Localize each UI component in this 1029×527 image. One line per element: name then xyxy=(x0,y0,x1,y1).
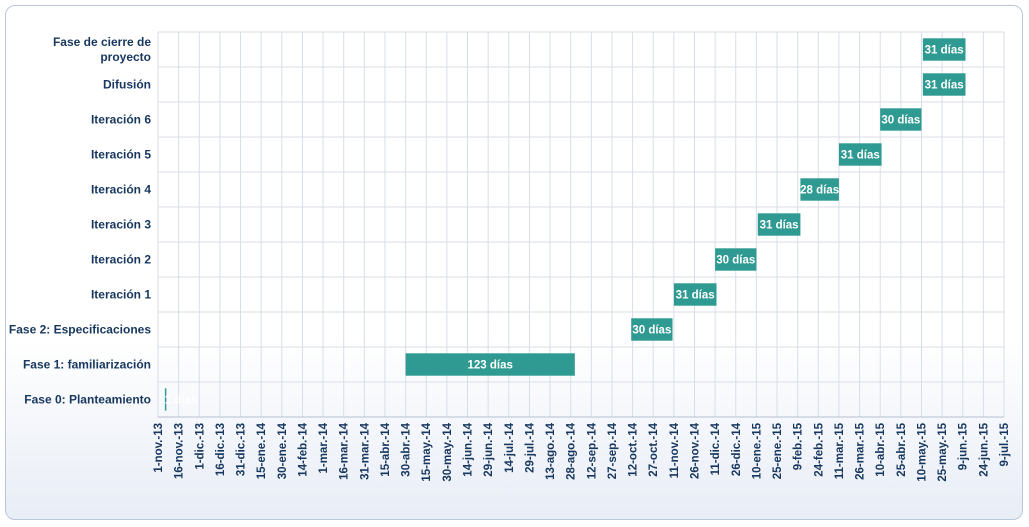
category-labels: Fase de cierre de proyecto Difusión Iteraci… xyxy=(9,35,151,407)
category-label: Iteración 2 xyxy=(91,253,151,267)
gantt-bar xyxy=(164,388,167,411)
category-label: Iteración 6 xyxy=(91,113,151,127)
gantt-bar xyxy=(880,108,922,131)
category-label-line: proyecto xyxy=(100,50,151,64)
gantt-bar xyxy=(631,318,673,341)
bar-data-label: 28 días xyxy=(800,185,839,197)
x-tick-label: 10-ene.-15 xyxy=(751,422,763,479)
grid xyxy=(157,31,1005,418)
x-tick-label: 31-mar.-14 xyxy=(359,422,371,480)
category-label: Difusión xyxy=(103,78,151,92)
category-label-line: Fase 2: Especificaciones xyxy=(9,323,151,337)
bars: 31 días 31 días 30 días 31 días 28 días 31 dí… xyxy=(164,38,966,411)
x-tick-label: 28-ago.-14 xyxy=(566,422,578,479)
x-tick-label: 27-sep.-14 xyxy=(607,422,619,479)
gantt-bar xyxy=(757,213,801,236)
bar-data-label: 31 días xyxy=(676,290,715,302)
x-tick-label: 29-jul.-14 xyxy=(524,422,536,472)
x-tick-label: 26-dic.-14 xyxy=(731,422,743,476)
category-label-line: Iteración 3 xyxy=(91,218,151,232)
category-label-line: Fase 0: Planteamiento xyxy=(24,393,151,407)
x-tick-label: 30-may.-14 xyxy=(442,422,454,481)
x-tick-label: 16-nov.-13 xyxy=(174,423,186,479)
category-label-line: Iteración 5 xyxy=(91,148,151,162)
x-tick-label: 1-nov.-13 xyxy=(153,423,165,473)
x-tick-label: 1-dic.-13 xyxy=(194,423,206,470)
x-tick-label: 26-mar.-15 xyxy=(855,422,867,480)
x-tick-label: 30-abr.-14 xyxy=(401,422,413,476)
x-tick-label: 9-feb.-15 xyxy=(793,422,805,470)
x-tick-label: 10-may.-15 xyxy=(916,422,928,481)
x-tick-label: 14-jun.-14 xyxy=(463,422,475,476)
bar-data-label: 30 días xyxy=(716,255,755,267)
category-label-line: Iteración 1 xyxy=(91,288,151,302)
x-tick-label: 16-mar.-14 xyxy=(339,422,351,480)
x-tick-label: 14-jul.-14 xyxy=(504,422,516,472)
x-tick-label: 24-jun.-15 xyxy=(978,422,990,476)
x-tick-label: 10-abr.-15 xyxy=(875,422,887,476)
gantt-bar xyxy=(922,38,966,61)
bar-data-label: 31 días xyxy=(925,45,964,57)
x-tick-label: 11-dic.-14 xyxy=(710,422,722,475)
gantt-bar xyxy=(673,283,717,306)
x-tick-label: 13-ago.-14 xyxy=(545,422,557,479)
gantt-bar xyxy=(838,143,882,166)
x-tick-label: 31-dic.-13 xyxy=(236,423,248,476)
x-tick-label: 14-feb.-14 xyxy=(297,422,309,476)
category-label: Fase de cierre de proyecto xyxy=(53,35,151,64)
x-tick-label: 9-jul.-15 xyxy=(999,422,1011,466)
category-label-line: Iteración 4 xyxy=(91,183,151,197)
category-label-line: Iteración 6 xyxy=(91,113,151,127)
x-tick-label: 9-jun.-15 xyxy=(958,422,970,470)
bar-data-label: 31 días xyxy=(925,80,964,92)
x-tick-label: 30-ene.-14 xyxy=(277,422,289,479)
bar-data-label: 30 días xyxy=(632,325,671,337)
x-tick-label: 24-feb.-15 xyxy=(813,422,825,476)
category-label-line: Fase 1: familiarización xyxy=(23,358,151,372)
x-tick-label: 25-ene.-15 xyxy=(772,422,784,479)
x-tick-label: 27-oct.-14 xyxy=(648,422,660,476)
x-tick-label: 15-ene.-14 xyxy=(256,422,268,479)
gantt-bar xyxy=(922,73,966,96)
x-tick-labels: 1-nov.-13 16-nov.-13 1-dic.-13 16-dic.-13 31… xyxy=(153,422,1011,481)
x-tick-label: 16-dic.-13 xyxy=(215,423,227,476)
x-tick-label: 26-nov.-14 xyxy=(689,422,701,479)
bar-data-label: 31 días xyxy=(841,150,880,162)
category-label: Fase 1: familiarización xyxy=(23,358,151,372)
gantt-bar xyxy=(800,178,839,201)
chart-frame: 31 días 31 días 30 días 31 días 28 días 31 dí… xyxy=(5,5,1023,520)
x-tick-label: 25-may.-15 xyxy=(937,422,949,481)
x-tick-label: 15-abr.-14 xyxy=(380,422,392,476)
category-label-line: Fase de cierre de xyxy=(53,35,151,49)
x-tick-label: 29-jun.-14 xyxy=(483,422,495,476)
category-label: Iteración 3 xyxy=(91,218,151,232)
gantt-chart: 31 días 31 días 30 días 31 días 28 días 31 dí… xyxy=(9,31,1011,482)
category-label: Iteración 5 xyxy=(91,148,151,162)
bar-data-label: 1 días xyxy=(165,395,198,407)
category-label: Iteración 1 xyxy=(91,288,151,302)
bar-data-label: 31 días xyxy=(760,220,799,232)
gantt-bar xyxy=(405,353,575,376)
x-tick-label: 11-nov.-14 xyxy=(669,422,681,478)
x-tick-label: 15-may.-14 xyxy=(421,422,433,481)
x-tick-label: 11-mar.-15 xyxy=(834,422,846,479)
bar-data-label: 123 días xyxy=(468,360,513,372)
category-label-line: Difusión xyxy=(103,78,151,92)
gantt-bar xyxy=(715,248,757,271)
category-label: Iteración 4 xyxy=(91,183,151,197)
x-tick-label: 12-oct.-14 xyxy=(628,422,640,476)
x-tick-label: 12-sep.-14 xyxy=(586,422,598,479)
category-label: Fase 0: Planteamiento xyxy=(24,393,151,407)
x-tick-label: 25-abr.-15 xyxy=(896,422,908,476)
bar-data-label: 30 días xyxy=(881,115,920,127)
category-label: Fase 2: Especificaciones xyxy=(9,323,151,337)
x-tick-label: 1-mar.-14 xyxy=(318,422,330,473)
category-label-line: Iteración 2 xyxy=(91,253,151,267)
